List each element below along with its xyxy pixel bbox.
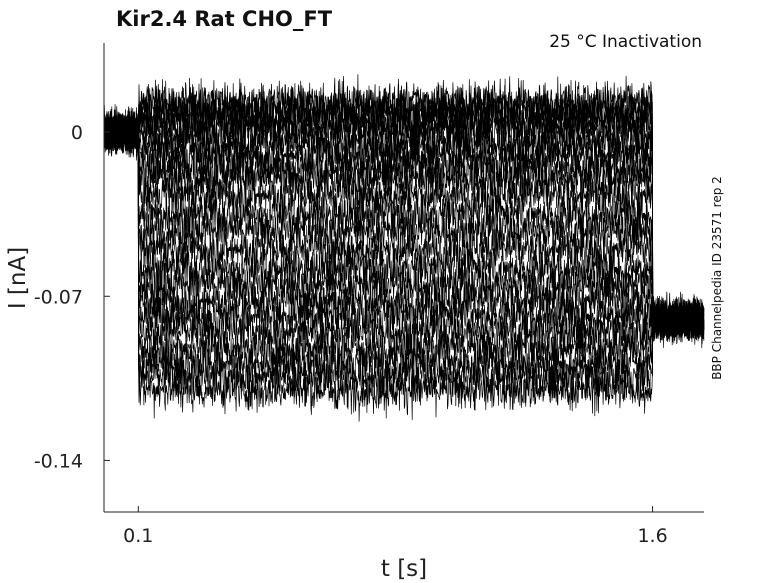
current-trace-14	[103, 114, 705, 345]
condition-annotation: 25 °C Inactivation	[549, 32, 702, 52]
current-trace-21	[103, 114, 705, 419]
y-axis-label: I [nA]	[5, 247, 31, 309]
current-trace-6	[103, 110, 705, 345]
current-trace-3	[103, 87, 705, 341]
current-trace-12	[103, 106, 705, 342]
x-axis-label: t [s]	[381, 556, 427, 582]
side-id-label: BBP Channelpedia ID 23571 rep 2	[710, 176, 724, 380]
current-traces	[103, 74, 705, 422]
current-trace-9	[103, 115, 705, 348]
current-trace-15	[103, 112, 705, 342]
x-tick-label: 0.1	[123, 525, 153, 547]
current-trace-13	[103, 104, 705, 341]
current-trace-20	[103, 106, 705, 399]
current-trace-22	[103, 112, 705, 422]
current-trace-10	[103, 111, 705, 339]
y-tick-label: -0.07	[34, 286, 83, 308]
y-tick-label: -0.14	[34, 450, 83, 472]
chart-title: Kir2.4 Rat CHO_FT	[116, 7, 333, 31]
x-tick-label: 1.6	[637, 525, 667, 547]
current-trace-16	[103, 112, 705, 348]
current-trace-17	[103, 116, 705, 352]
y-tick-label: 0	[71, 122, 83, 144]
axis-ticks: 0.1 1.6 0 -0.07 -0.14	[34, 122, 668, 547]
